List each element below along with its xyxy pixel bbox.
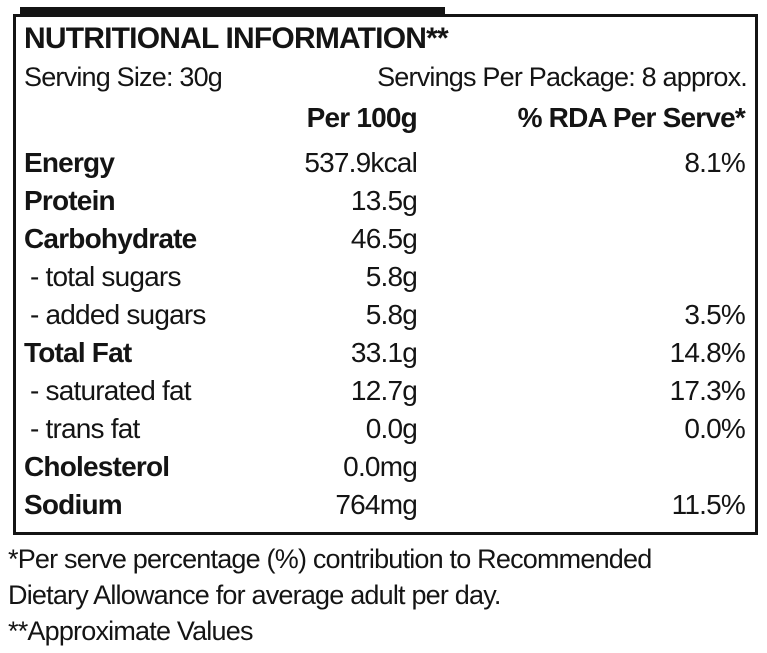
- nutrient-per-100g: 537.9kcal: [304, 147, 417, 178]
- nutrient-per-100g: 46.5g: [350, 223, 418, 254]
- servings-per-package: Servings Per Package: 8 approx.: [377, 62, 748, 92]
- nutrient-rda: 14.8%: [669, 337, 746, 368]
- nutrient-name: Total Fat: [24, 337, 132, 368]
- nutrient-per-100g: 12.7g: [350, 375, 418, 406]
- panel-title: NUTRITIONAL INFORMATION**: [24, 22, 449, 55]
- nutrient-per-100g: 5.8g: [365, 299, 418, 330]
- footnote-approximate-values: **Approximate Values: [8, 616, 253, 646]
- nutrient-name: Carbohydrate: [24, 223, 197, 254]
- nutrient-name: Protein: [24, 185, 116, 216]
- nutrient-per-100g: 0.0mg: [343, 451, 418, 482]
- nutrition-panel: NUTRITIONAL INFORMATION** Serving Size: …: [13, 14, 758, 535]
- nutrient-name: - total sugars: [30, 261, 181, 292]
- table-row-total-fat: Total Fat 33.1g 14.8%: [24, 334, 747, 372]
- table-row-added-sugars: - added sugars 5.8g 3.5%: [24, 296, 747, 334]
- nutrient-rda: 8.1%: [684, 147, 745, 178]
- top-bar-decoration: [20, 7, 445, 15]
- serving-size: Serving Size: 30g: [24, 62, 223, 92]
- nutrient-rows: Energy 537.9kcal 8.1% Protein 13.5g Carb…: [24, 144, 747, 524]
- nutrient-rda: 0.0%: [684, 413, 745, 444]
- serving-info-row: Serving Size: 30g Servings Per Package: …: [24, 59, 748, 96]
- nutrient-rda: 11.5%: [671, 489, 746, 520]
- table-row-carbohydrate: Carbohydrate 46.5g: [24, 220, 747, 258]
- nutrient-per-100g: 13.5g: [350, 185, 418, 216]
- column-header-row: Per 100g % RDA Per Serve*: [24, 98, 747, 138]
- footnote-rda-line-1: *Per serve percentage (%) contribution t…: [8, 544, 652, 574]
- nutrient-per-100g: 0.0g: [365, 413, 418, 444]
- table-row-trans-fat: - trans fat 0.0g 0.0%: [24, 410, 747, 448]
- nutrient-per-100g: 5.8g: [365, 261, 418, 292]
- footnote-rda-line-2: Dietary Allowance for average adult per …: [8, 580, 501, 610]
- table-row-energy: Energy 537.9kcal 8.1%: [24, 144, 747, 182]
- nutrient-name: - added sugars: [30, 299, 206, 330]
- column-header-rda-per-serve: % RDA Per Serve*: [517, 102, 746, 133]
- table-row-cholesterol: Cholesterol 0.0mg: [24, 448, 747, 486]
- nutrient-rda: 17.3%: [669, 375, 746, 406]
- nutrient-rda: 3.5%: [684, 299, 745, 330]
- table-row-total-sugars: - total sugars 5.8g: [24, 258, 747, 296]
- table-row-saturated-fat: - saturated fat 12.7g 17.3%: [24, 372, 747, 410]
- footnotes: *Per serve percentage (%) contribution t…: [8, 541, 652, 649]
- nutrient-name: - trans fat: [30, 413, 140, 444]
- table-row-sodium: Sodium 764mg 11.5%: [24, 486, 747, 524]
- nutrient-per-100g: 764mg: [335, 489, 417, 520]
- nutrient-name: Cholesterol: [24, 451, 170, 482]
- column-header-per-100g: Per 100g: [306, 102, 418, 133]
- nutrient-name: - saturated fat: [30, 375, 192, 406]
- nutrient-name: Sodium: [24, 489, 123, 520]
- table-row-protein: Protein 13.5g: [24, 182, 747, 220]
- nutrient-name: Energy: [24, 147, 115, 178]
- nutrient-per-100g: 33.1g: [350, 337, 418, 368]
